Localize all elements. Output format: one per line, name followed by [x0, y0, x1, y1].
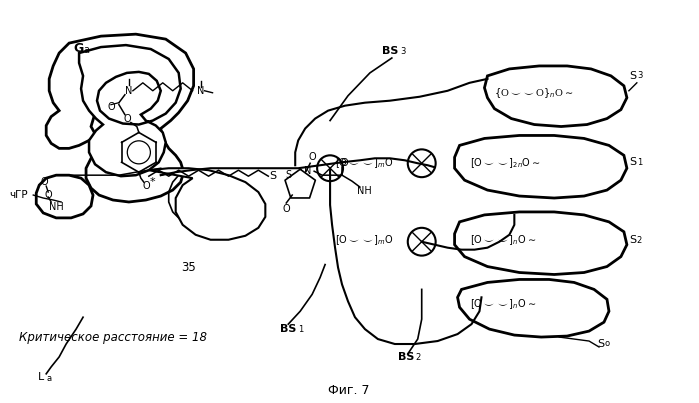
- Polygon shape: [79, 45, 180, 176]
- Text: BS: BS: [280, 324, 296, 334]
- Text: N: N: [197, 86, 204, 96]
- Text: S: S: [270, 171, 277, 181]
- Polygon shape: [484, 66, 627, 127]
- Text: BS: BS: [398, 352, 415, 362]
- Text: S: S: [629, 235, 636, 245]
- Text: NH: NH: [49, 202, 64, 212]
- Text: a: a: [83, 45, 89, 55]
- Text: $\mathsf{[}$O$\smile\smile\mathsf{]}_{n}$O$\sim$: $\mathsf{[}$O$\smile\smile\mathsf{]}_{n}…: [470, 233, 535, 247]
- Text: 2: 2: [416, 353, 421, 362]
- Text: a: a: [46, 374, 51, 383]
- Text: BS: BS: [382, 46, 398, 56]
- Text: O: O: [107, 102, 115, 112]
- Text: O: O: [41, 177, 48, 187]
- Text: S: S: [629, 157, 636, 167]
- Text: Фиг. 7: Фиг. 7: [329, 384, 370, 397]
- Text: L: L: [38, 372, 45, 382]
- Text: S: S: [629, 71, 636, 81]
- Text: O: O: [123, 114, 131, 124]
- Text: N: N: [305, 166, 312, 176]
- Polygon shape: [149, 168, 266, 240]
- Text: S: S: [597, 339, 604, 349]
- Text: S: S: [285, 170, 291, 180]
- Text: *: *: [150, 177, 156, 187]
- Text: O: O: [282, 204, 290, 214]
- Text: $\mathsf{[}$O$\smile\smile\mathsf{]}_m$O: $\mathsf{[}$O$\smile\smile\mathsf{]}_m$O: [335, 233, 394, 247]
- Text: Критическое расстояние = 18: Критическое расстояние = 18: [20, 330, 208, 344]
- Text: O: O: [308, 152, 316, 162]
- Text: O: O: [143, 181, 150, 191]
- Text: N: N: [125, 86, 133, 96]
- Polygon shape: [458, 279, 609, 337]
- Text: O: O: [340, 158, 348, 168]
- Polygon shape: [454, 212, 627, 274]
- Text: 3: 3: [637, 71, 642, 80]
- Text: $\mathsf{[}$O$\smile\smile\mathsf{]}_{2n}$O$\sim$: $\mathsf{[}$O$\smile\smile\mathsf{]}_{2n…: [470, 156, 540, 170]
- Text: 3: 3: [400, 47, 405, 56]
- Text: NH: NH: [356, 186, 371, 196]
- Text: $\mathsf{\{}$O$\smile\smile$O$\mathsf{\}}_n$O$\sim$: $\mathsf{\{}$O$\smile\smile$O$\mathsf{\}…: [494, 86, 574, 100]
- Text: 35: 35: [181, 261, 196, 274]
- Polygon shape: [36, 175, 93, 218]
- Text: чГР: чГР: [9, 190, 28, 200]
- Text: $\mathsf{[}$O$\smile\smile\mathsf{]}_m$O: $\mathsf{[}$O$\smile\smile\mathsf{]}_m$O: [335, 156, 394, 170]
- Text: G: G: [73, 42, 83, 54]
- Text: $\mathsf{[}$O$\smile\smile\mathsf{]}_n$O$\sim$: $\mathsf{[}$O$\smile\smile\mathsf{]}_n$O…: [470, 297, 535, 311]
- Polygon shape: [454, 135, 627, 198]
- Polygon shape: [46, 34, 194, 202]
- Text: O: O: [45, 190, 52, 200]
- Text: 1: 1: [637, 158, 642, 167]
- Text: 2: 2: [637, 236, 642, 245]
- Text: 1: 1: [298, 325, 303, 334]
- Text: o: o: [605, 339, 610, 348]
